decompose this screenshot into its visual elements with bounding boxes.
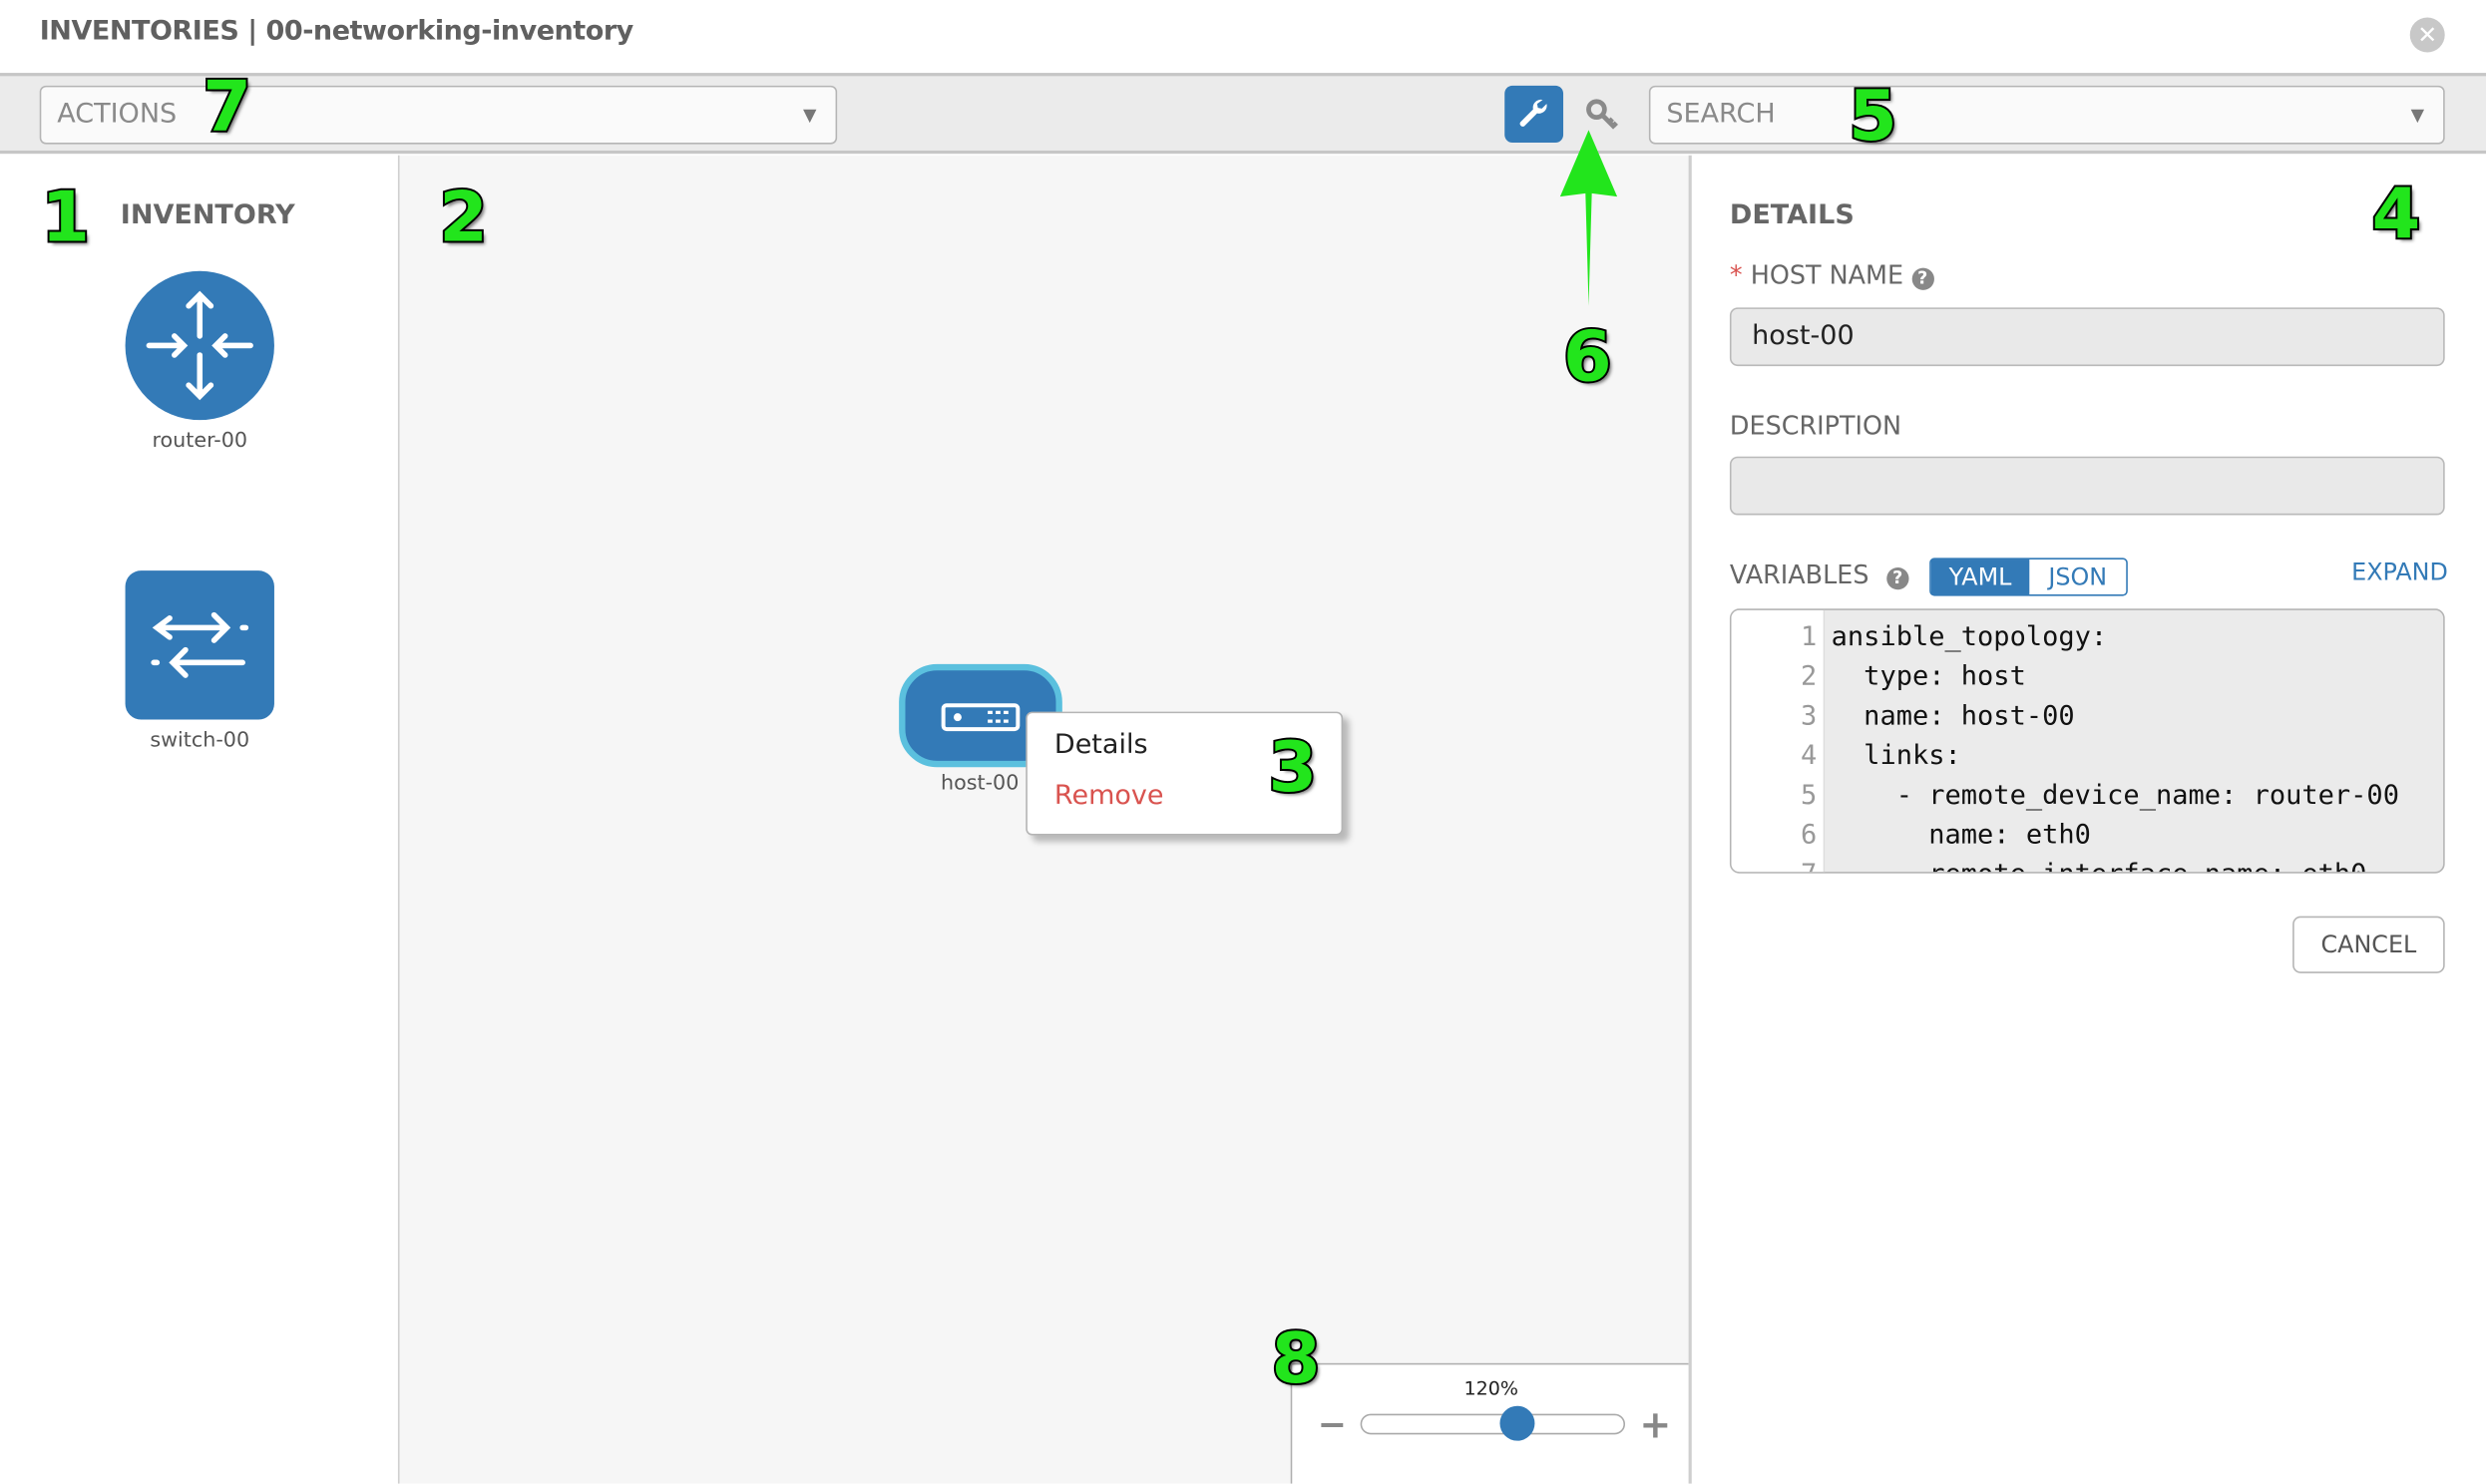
router-item[interactable]	[125, 270, 274, 421]
host-name-input[interactable]: host-00	[1729, 307, 2445, 367]
variables-editor[interactable]: 1 2 3 4 5 6 7 ansible_topology: type: host nam…	[1729, 608, 2445, 874]
inventory-panel: INVENTORY router-00 switch-00	[0, 155, 400, 1484]
code-line: - remote_device_name: router-00	[1831, 779, 2399, 812]
wrench-button[interactable]	[1504, 85, 1564, 144]
code-line: type: host	[1831, 660, 2026, 693]
chevron-down-icon: ▼	[2410, 104, 2425, 126]
page-header: INVENTORIES | 00-networking-inventory ✕	[0, 0, 2486, 74]
zoom-slider[interactable]	[1360, 1405, 1626, 1441]
zoom-control: 120% − +	[1290, 1362, 1689, 1484]
line-number-gutter: 1 2 3 4 5 6 7	[1731, 609, 1826, 873]
cancel-button[interactable]: CANCEL	[2292, 916, 2445, 973]
search-placeholder: SEARCH	[1666, 98, 1776, 131]
annotation-6: 6	[1561, 316, 1614, 398]
wrench-icon	[1519, 99, 1547, 127]
zoom-out-button[interactable]: −	[1317, 1405, 1348, 1446]
close-icon[interactable]: ✕	[2409, 17, 2445, 53]
line-number: 6	[1801, 819, 1818, 852]
switch-item[interactable]	[125, 570, 274, 720]
help-icon[interactable]: ?	[1911, 267, 1934, 290]
line-number: 7	[1801, 859, 1817, 872]
host-name-label: * HOST NAME ?	[1729, 259, 1934, 290]
description-input[interactable]	[1729, 456, 2445, 516]
description-label: DESCRIPTION	[1729, 410, 1902, 441]
zoom-level: 120%	[1463, 1377, 1519, 1400]
details-title: DETAILS	[1729, 199, 1855, 232]
menu-item-details[interactable]: Details	[1053, 729, 1148, 761]
annotation-1: 1	[39, 178, 92, 259]
annotation-4: 4	[2370, 174, 2423, 255]
line-number: 1	[1801, 621, 1818, 653]
code-line: ansible_topology:	[1831, 621, 2108, 653]
zoom-slider-thumb[interactable]	[1500, 1405, 1536, 1441]
json-toggle[interactable]: JSON	[2048, 562, 2108, 591]
annotation-2: 2	[437, 178, 490, 259]
switch-label: switch-00	[150, 729, 250, 753]
annotation-8: 8	[1270, 1318, 1323, 1400]
page-title: INVENTORIES | 00-networking-inventory	[39, 15, 634, 48]
router-label: router-00	[152, 429, 248, 454]
variables-label: VARIABLES ?	[1729, 559, 1909, 590]
host-icon	[941, 703, 1021, 732]
expand-link[interactable]: EXPAND	[2351, 557, 2448, 587]
code-line: name: eth0	[1831, 819, 2091, 852]
host-name-label-text: HOST NAME	[1750, 259, 1904, 290]
code-line: remote_interface_name: eth0	[1832, 859, 2366, 872]
switch-icon	[151, 611, 249, 678]
line-number: 3	[1801, 700, 1818, 733]
code-line: links:	[1831, 740, 1961, 772]
annotation-7: 7	[201, 66, 253, 148]
inventory-title: INVENTORY	[120, 199, 295, 232]
menu-item-remove[interactable]: Remove	[1053, 779, 1164, 812]
zoom-in-button[interactable]: +	[1639, 1402, 1672, 1448]
line-number: 4	[1801, 740, 1818, 772]
key-button[interactable]	[1582, 95, 1623, 136]
annotation-5: 5	[1847, 76, 1899, 158]
context-menu: Details Remove	[1026, 711, 1344, 836]
router-icon	[146, 290, 253, 401]
search-dropdown[interactable]: SEARCH ▼	[1648, 85, 2445, 145]
help-icon[interactable]: ?	[1886, 566, 1909, 590]
annotation-3: 3	[1266, 727, 1319, 809]
line-number: 5	[1801, 779, 1818, 812]
host-label: host-00	[941, 771, 1020, 796]
green-arrow-annotation	[1559, 130, 1618, 306]
key-icon	[1586, 99, 1618, 130]
code-line: name: host-00	[1831, 700, 2075, 733]
chevron-down-icon: ▼	[803, 104, 817, 126]
line-number: 2	[1801, 660, 1818, 693]
yaml-toggle[interactable]: YAML	[1930, 559, 2030, 594]
required-marker: *	[1729, 259, 1743, 290]
format-toggle: YAML JSON	[1929, 557, 2128, 596]
variables-label-text: VARIABLES	[1729, 559, 1869, 590]
actions-dropdown[interactable]: ACTIONS ▼	[39, 85, 838, 145]
actions-label: ACTIONS	[57, 98, 178, 131]
